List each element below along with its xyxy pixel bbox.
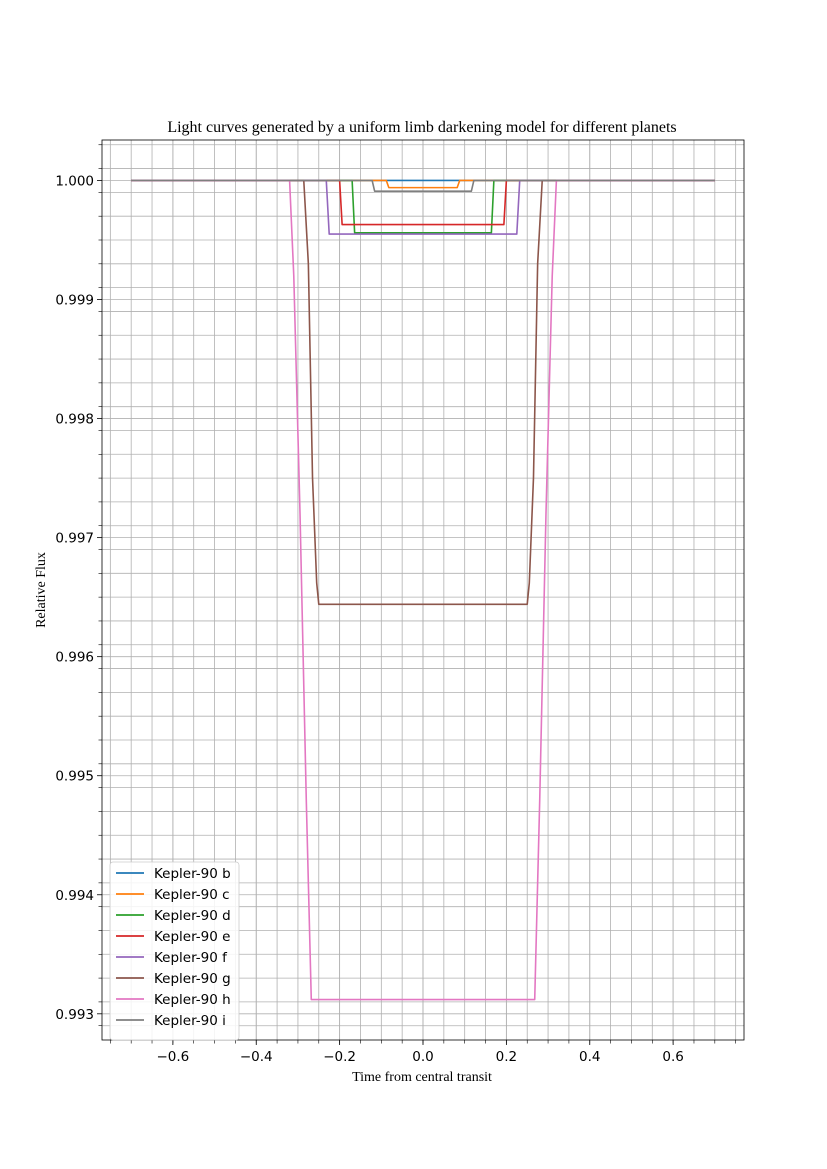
- legend-label: Kepler-90 c: [154, 887, 230, 903]
- legend-label: Kepler-90 b: [154, 866, 231, 882]
- legend-label: Kepler-90 h: [154, 992, 231, 1008]
- x-tick-label: 0.0: [412, 1049, 433, 1065]
- y-tick-label: 0.997: [55, 531, 94, 547]
- legend-label: Kepler-90 d: [154, 908, 231, 924]
- y-tick-label: 0.996: [55, 650, 94, 666]
- y-tick-label: 0.994: [55, 888, 94, 904]
- x-tick-label: 0.2: [496, 1049, 517, 1065]
- x-axis-label: Time from central transit: [352, 1070, 492, 1085]
- legend-label: Kepler-90 g: [154, 971, 231, 987]
- y-tick-label: 0.993: [55, 1007, 94, 1023]
- legend-label: Kepler-90 f: [154, 950, 228, 966]
- x-tick-label: −0.6: [156, 1049, 189, 1065]
- x-tick-label: 0.4: [579, 1049, 600, 1065]
- y-axis-label: Relative Flux: [34, 552, 49, 628]
- y-tick-label: 0.995: [55, 769, 94, 785]
- legend: Kepler-90 b Kepler-90 c Kepler-90 d Kepler-…: [110, 862, 239, 1040]
- x-tick-label: 0.6: [662, 1049, 683, 1065]
- x-tick-label: −0.4: [240, 1049, 273, 1065]
- x-tick-label: −0.2: [323, 1049, 356, 1065]
- chart-title: Light curves generated by a uniform limb…: [167, 119, 676, 136]
- legend-label: Kepler-90 i: [154, 1013, 226, 1029]
- legend-label: Kepler-90 e: [154, 929, 230, 945]
- y-tick-label: 0.999: [55, 293, 94, 309]
- y-tick-label: 0.998: [55, 412, 94, 428]
- y-tick-label: 1.000: [55, 173, 94, 189]
